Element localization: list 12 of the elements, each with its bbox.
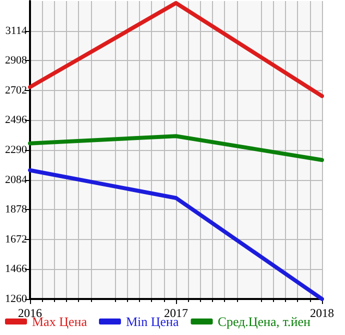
y-tick-label: 1878 [5,204,28,216]
y-tick-label: 2702 [5,84,27,96]
y-tick-label: 2496 [5,114,28,126]
y-tick-label: 1672 [5,233,27,246]
legend-label: Сред.Цена, т.йен [218,314,310,329]
y-tick-label: 2908 [5,54,28,67]
y-tick-label: 1466 [5,263,28,276]
y-tick-label: 3114 [5,24,28,37]
y-tick-label: 2084 [5,174,28,186]
y-tick-label: 1260 [5,293,28,305]
x-tick-label: 2018 [310,306,334,320]
y-tick-label: 2290 [5,144,28,156]
